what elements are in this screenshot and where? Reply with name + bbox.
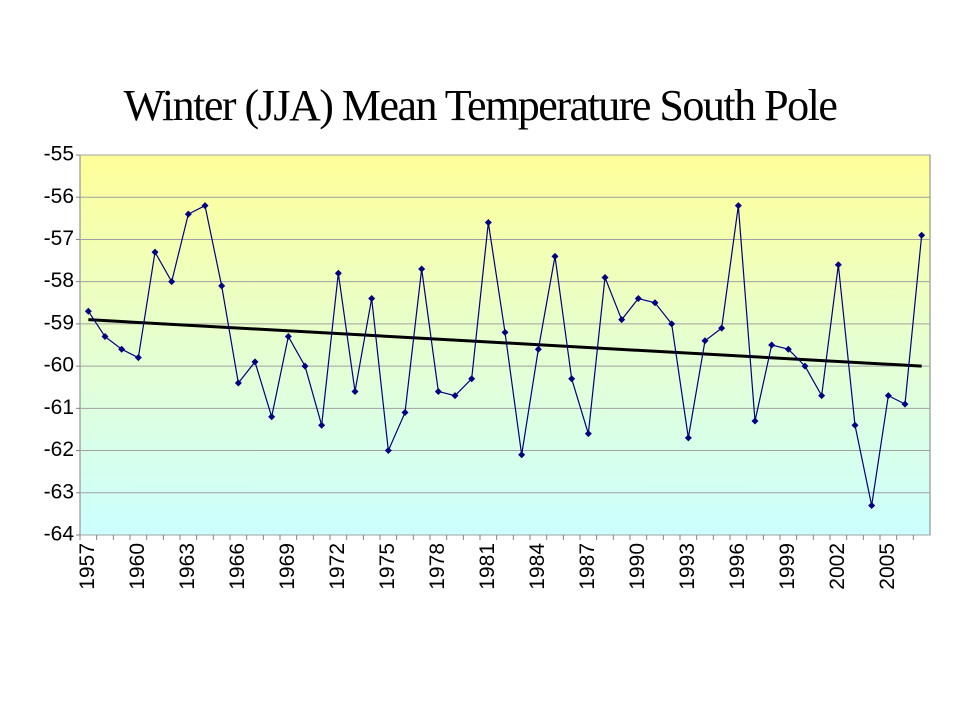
data-point (351, 387, 359, 395)
x-tick-label: 1978 (426, 543, 449, 590)
data-point (684, 434, 692, 442)
data-point (234, 379, 242, 387)
data-point (768, 341, 776, 349)
x-tick-label: 1981 (476, 543, 499, 590)
data-point (384, 447, 392, 455)
data-point (668, 320, 676, 328)
data-point (418, 265, 426, 273)
y-tick-label: -56 (44, 185, 74, 208)
data-point (318, 421, 326, 429)
data-point (818, 392, 826, 400)
data-point (618, 316, 626, 324)
trend-line (88, 318, 922, 368)
data-point (501, 328, 509, 336)
data-point (651, 299, 659, 307)
data-point (251, 358, 259, 366)
x-tick-label: 2005 (876, 543, 899, 590)
y-tick-label: -61 (44, 396, 74, 419)
data-point (101, 333, 109, 341)
data-point (268, 413, 276, 421)
data-point (718, 324, 726, 332)
y-tick-label: -64 (44, 523, 75, 546)
data-point (884, 392, 892, 400)
plot-area (79, 154, 931, 536)
data-point (201, 202, 209, 210)
data-point (218, 282, 226, 290)
x-tick-label: 1963 (176, 543, 199, 590)
data-point (901, 400, 909, 408)
x-tick-label: 1972 (326, 543, 349, 590)
data-point (568, 375, 576, 383)
y-tick-label: -63 (44, 480, 74, 503)
data-point (368, 295, 376, 303)
data-point (468, 375, 476, 383)
data-point (301, 362, 309, 370)
x-tick-label: 1990 (626, 543, 649, 590)
data-point (851, 421, 859, 429)
data-point (451, 392, 459, 400)
data-point (601, 273, 609, 281)
data-point (751, 417, 759, 425)
data-point (134, 354, 142, 362)
x-tick-label: 2002 (826, 543, 849, 590)
data-point (534, 345, 542, 353)
y-tick-label: -60 (44, 354, 74, 377)
x-tick-label: 1987 (576, 543, 599, 590)
x-tick-label: 1969 (276, 543, 299, 590)
y-tick-label: -55 (44, 143, 74, 166)
y-tick-label: -58 (44, 269, 74, 292)
data-point (284, 333, 292, 341)
y-tick-label: -62 (44, 438, 74, 461)
data-point (401, 409, 409, 417)
data-point (334, 269, 342, 277)
x-tick-label: 1975 (376, 543, 399, 590)
data-point (634, 295, 642, 303)
x-tick-label: 1984 (526, 543, 549, 590)
data-point (434, 387, 442, 395)
data-point (784, 345, 792, 353)
data-point (834, 261, 842, 269)
data-point (584, 430, 592, 438)
chart-title: Winter (JJA) Mean Temperature South Pole (124, 81, 837, 130)
y-tick-label: -57 (44, 227, 74, 250)
data-point (151, 248, 159, 256)
data-point (518, 451, 526, 459)
x-tick-label: 1993 (676, 543, 699, 590)
data-point (701, 337, 709, 345)
data-point (84, 307, 92, 315)
x-tick-label: 1957 (76, 543, 99, 590)
data-point (168, 278, 176, 286)
x-tick-label: 1996 (726, 543, 749, 590)
data-point (551, 252, 559, 260)
data-point (184, 210, 192, 218)
data-point (734, 202, 742, 210)
x-tick-label: 1966 (226, 543, 249, 590)
x-tick-label: 1960 (126, 543, 149, 590)
y-tick-label: -59 (44, 311, 74, 334)
data-point (918, 231, 926, 239)
data-point (484, 219, 492, 227)
data-point (118, 345, 126, 353)
x-tick-label: 1999 (776, 543, 799, 590)
data-point (801, 362, 809, 370)
data-point (868, 501, 876, 509)
